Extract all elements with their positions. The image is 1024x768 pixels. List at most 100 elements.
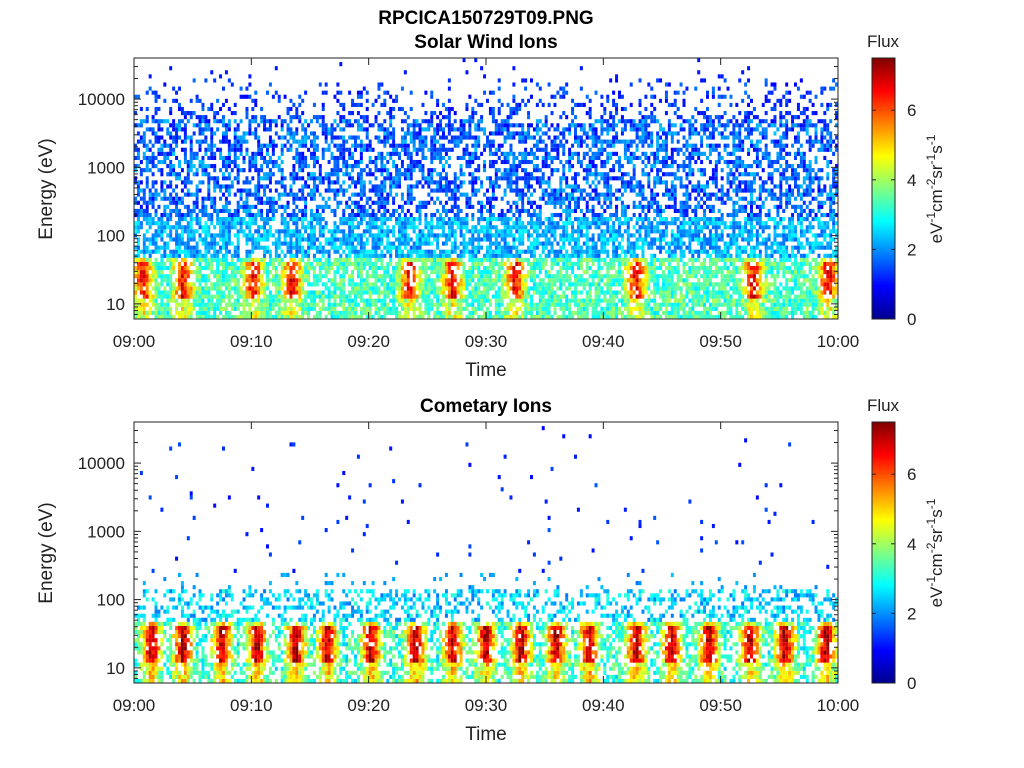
heatmap-cell (336, 286, 340, 291)
heatmap-cell (210, 298, 214, 303)
heatmap-cell (380, 180, 384, 185)
heatmap-cell (227, 172, 231, 177)
heatmap-cell (339, 298, 343, 303)
heatmap-cell (286, 233, 290, 238)
heatmap-cell (362, 286, 366, 291)
heatmap-cell (398, 212, 401, 218)
heatmap-cell (524, 298, 528, 303)
heatmap-cell (530, 192, 533, 197)
heatmap-cell (365, 127, 369, 132)
heatmap-cell (251, 212, 255, 218)
heatmap-cell (556, 200, 560, 205)
heatmap-cell (380, 188, 384, 193)
heatmap-cell (248, 290, 252, 295)
heatmap-cell (532, 208, 536, 214)
heatmap-cell (532, 155, 536, 161)
heatmap-cell (254, 164, 258, 169)
heatmap-cell (389, 298, 393, 303)
heatmap-cell (204, 168, 208, 173)
heatmap-cell (163, 225, 167, 230)
heatmap-cell (371, 261, 375, 267)
heatmap-cell (268, 278, 272, 283)
heatmap-cell (198, 310, 202, 315)
heatmap-cell (321, 115, 325, 120)
heatmap-cell (386, 200, 390, 205)
heatmap-cell (286, 192, 290, 197)
heatmap-cell (301, 98, 305, 103)
heatmap-cell (403, 176, 407, 181)
heatmap-cell (295, 225, 299, 230)
heatmap-cell (139, 168, 143, 173)
heatmap-cell (175, 139, 179, 144)
heatmap-cell (183, 184, 187, 189)
heatmap-cell (178, 208, 181, 214)
heatmap-cell (491, 286, 495, 291)
heatmap-cell (547, 282, 551, 287)
heatmap-cell (307, 245, 311, 250)
heatmap-cell (312, 253, 316, 258)
heatmap-cell (509, 286, 513, 291)
heatmap-cell (351, 237, 355, 242)
heatmap-cell (483, 143, 487, 148)
heatmap-cell (219, 310, 223, 315)
heatmap-cell (248, 229, 252, 234)
heatmap-cell (224, 265, 228, 271)
heatmap-cell (166, 257, 170, 262)
heatmap-cell (336, 123, 340, 128)
heatmap-cell (421, 249, 425, 254)
heatmap-cell (544, 225, 548, 230)
heatmap-cell (459, 123, 463, 128)
heatmap-cell (377, 298, 381, 303)
heatmap-cell (263, 298, 267, 303)
heatmap-cell (186, 168, 190, 173)
heatmap-cell (550, 212, 554, 218)
heatmap-cell (198, 314, 202, 319)
heatmap-cell (474, 151, 478, 156)
heatmap-cell (392, 135, 396, 140)
heatmap-cell (468, 294, 472, 299)
heatmap-cell (254, 274, 258, 279)
heatmap-cell (541, 102, 545, 107)
heatmap-cell (497, 306, 501, 311)
heatmap-cell (351, 274, 355, 279)
heatmap-cell (365, 208, 369, 214)
heatmap-cell (136, 278, 140, 283)
heatmap-cell (477, 314, 481, 319)
heatmap-cell (207, 196, 211, 201)
heatmap-cell (186, 172, 190, 177)
heatmap-cell (201, 212, 205, 218)
heatmap-cell (298, 143, 302, 148)
heatmap-cell (160, 265, 164, 271)
heatmap-cell (439, 298, 443, 303)
heatmap-cell (395, 221, 399, 226)
heatmap-cell (163, 188, 167, 193)
heatmap-cell (462, 217, 466, 222)
heatmap-cell (295, 233, 299, 238)
heatmap-cell (354, 180, 357, 185)
heatmap-cell (180, 119, 184, 124)
heatmap-cell (280, 282, 284, 287)
heatmap-cell (418, 290, 422, 295)
heatmap-cell (450, 286, 454, 291)
heatmap-cell (456, 282, 460, 287)
heatmap-cell (142, 294, 146, 299)
heatmap-cell (292, 102, 296, 107)
heatmap-cell (500, 261, 504, 267)
heatmap-cell (274, 274, 278, 279)
heatmap-cell (160, 257, 164, 262)
heatmap-cell (524, 257, 528, 262)
heatmap-cell (213, 225, 217, 230)
heatmap-cell (321, 180, 325, 185)
heatmap-cell (359, 159, 363, 165)
heatmap-cell (447, 257, 451, 262)
heatmap-cell (330, 139, 334, 144)
heatmap-cell (160, 135, 164, 140)
heatmap-cell (315, 184, 319, 189)
heatmap-cell (418, 249, 422, 254)
heatmap-cell (439, 310, 443, 315)
heatmap-cell (292, 200, 296, 205)
heatmap-cell (471, 225, 475, 230)
heatmap-cell (227, 212, 231, 218)
heatmap-cell (524, 302, 528, 307)
heatmap-cell (315, 310, 319, 315)
